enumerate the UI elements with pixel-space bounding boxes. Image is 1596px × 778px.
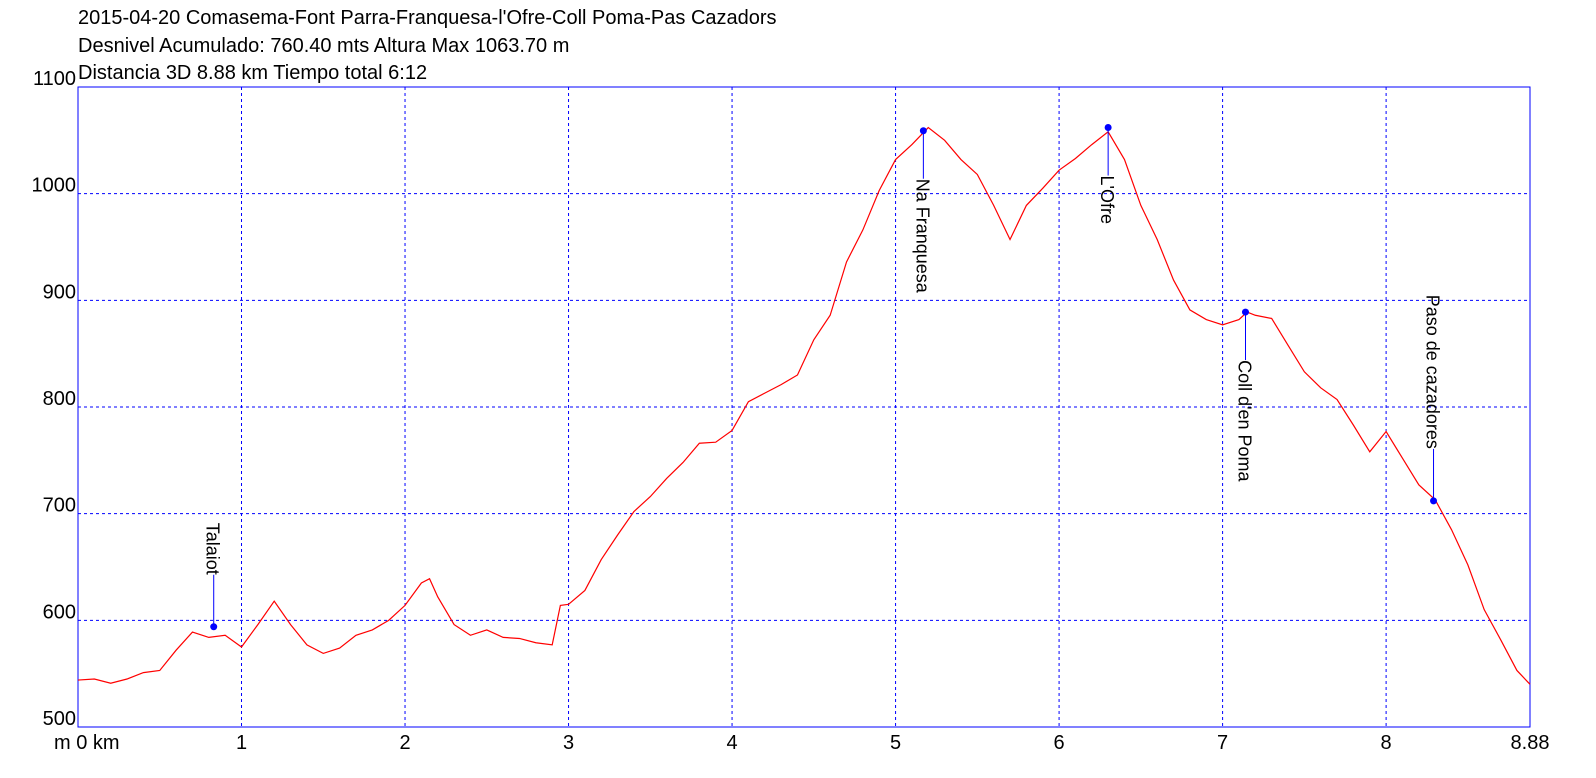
waypoint-label: L'Ofre (1097, 176, 1117, 224)
y-tick-label: 700 (43, 495, 76, 517)
waypoint-label-group: Talaiot (203, 523, 223, 575)
y-tick-label: 1100 (33, 68, 76, 90)
y-tick-label: 500 (43, 708, 76, 730)
waypoint-label: Na Franquesa (912, 179, 932, 294)
waypoint-label: Talaiot (203, 523, 223, 575)
y-tick-label: 900 (43, 281, 76, 303)
x-tick-label: 8.88 (1511, 732, 1550, 754)
chart-subtitle: Distancia 3D 8.88 km Tiempo total 6:12 (78, 62, 427, 84)
waypoint-label: Paso de cazadores (1423, 295, 1443, 449)
chart-subtitle: Desnivel Acumulado: 760.40 mts Altura Ma… (78, 35, 569, 57)
x-tick-label: 7 (1217, 732, 1228, 754)
waypoint-marker (1430, 497, 1438, 505)
x-tick-label: 6 (1054, 732, 1065, 754)
plot-frame (77, 86, 1531, 728)
y-tick-label: 1000 (32, 175, 77, 197)
y-tick-label: 800 (43, 388, 76, 410)
waypoint-label-group: Paso de cazadores (1423, 295, 1443, 449)
x-tick-label: 2 (399, 732, 410, 754)
waypoint-marker (210, 623, 218, 631)
chart-title: 2015-04-20 Comasema-Font Parra-Franquesa… (78, 7, 777, 29)
waypoint-marker (1241, 308, 1249, 316)
x-tick-label: 5 (890, 732, 901, 754)
elevation-line (77, 126, 1531, 685)
x-tick-label: m 0 km (54, 732, 120, 754)
waypoint-marker (1104, 124, 1112, 132)
waypoint-label-group: Na Franquesa (912, 179, 932, 294)
waypoint-label-group: L'Ofre (1097, 176, 1117, 224)
x-tick-label: 3 (563, 732, 574, 754)
y-tick-label: 600 (43, 601, 76, 623)
waypoint-marker (919, 127, 927, 135)
waypoint-label: Coll d'en Poma (1234, 360, 1254, 482)
waypoint-label-group: Coll d'en Poma (1234, 360, 1254, 482)
x-tick-label: 1 (236, 732, 247, 754)
x-tick-label: 8 (1381, 732, 1392, 754)
x-tick-label: 4 (726, 732, 737, 754)
